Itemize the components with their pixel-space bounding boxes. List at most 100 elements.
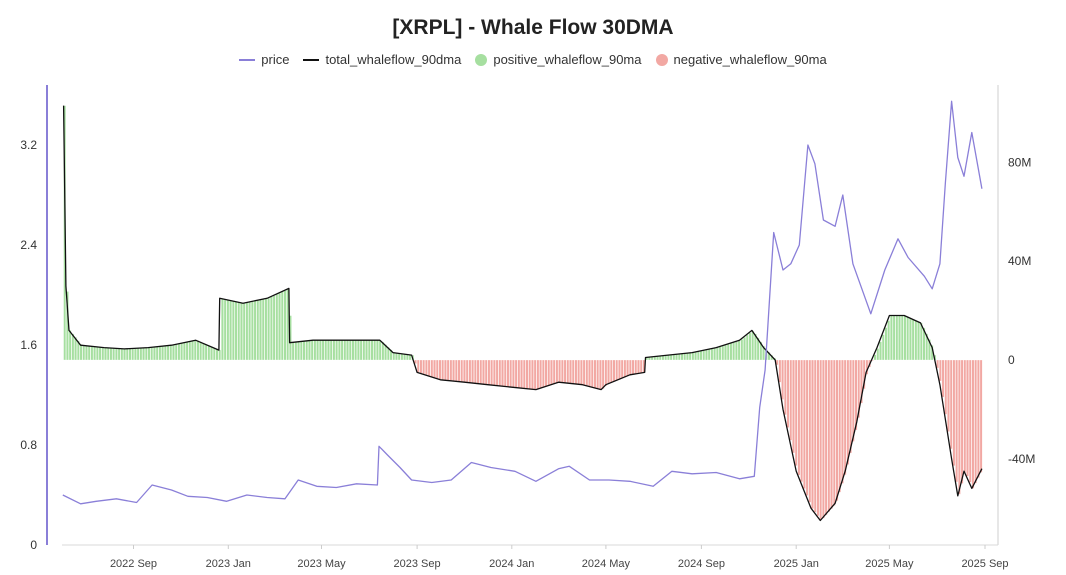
ticks-layer: 0 0.8 1.6 2.4 3.2 -40M 0 40M 80M 2022 Sep 2023 Jan…: [20, 138, 1035, 570]
positive-whaleflow-bar: [887, 320, 890, 361]
x-tick-label: 2023 Sep: [394, 558, 441, 570]
negative-whaleflow-bar: [857, 359, 861, 418]
positive-whaleflow-bar: [754, 333, 757, 361]
positive-whaleflow-bar: [745, 334, 749, 361]
negative-whaleflow-bar: [457, 359, 461, 382]
negative-whaleflow-bar: [960, 359, 964, 484]
positive-whaleflow-bar: [718, 346, 722, 361]
positive-whaleflow-bar: [713, 348, 716, 361]
positive-whaleflow-bar: [125, 348, 129, 361]
x-tick-label: 2025 Sep: [961, 558, 1008, 570]
negative-whaleflow-bar: [838, 359, 842, 493]
negative-whaleflow-bar: [623, 359, 627, 378]
positive-whaleflow-bar: [321, 340, 325, 361]
negative-whaleflow-bar: [531, 359, 534, 390]
y-right-tick-label: 40M: [1008, 254, 1031, 268]
negative-whaleflow-bar: [639, 359, 643, 374]
positive-whaleflow-bar: [131, 348, 135, 361]
negative-whaleflow-bar: [596, 359, 600, 389]
positive-whaleflow-bar: [172, 344, 175, 361]
negative-whaleflow-bar: [558, 359, 561, 383]
positive-whaleflow-bar: [226, 299, 230, 361]
negative-whaleflow-bar: [626, 359, 629, 377]
positive-whaleflow-bar: [928, 339, 931, 361]
positive-whaleflow-bar: [177, 343, 181, 361]
bars-layer: [63, 105, 983, 520]
negative-whaleflow-bar: [977, 359, 980, 478]
positive-whaleflow-bar: [705, 349, 708, 361]
positive-whaleflow-bar: [917, 321, 920, 361]
positive-whaleflow-bar: [153, 346, 156, 361]
positive-whaleflow-bar: [919, 322, 923, 361]
positive-whaleflow-bar: [346, 340, 349, 361]
legend-label-negative-whaleflow: negative_whaleflow_90ma: [673, 52, 827, 67]
positive-whaleflow-bar: [759, 341, 763, 361]
positive-whaleflow-bar: [240, 302, 243, 361]
negative-whaleflow-bar: [542, 359, 545, 388]
legend-swatch-total-whaleflow: [303, 58, 320, 61]
negative-whaleflow-bar: [566, 359, 570, 384]
negative-whaleflow-bar: [835, 359, 839, 501]
y-right-tick-label: 0: [1008, 353, 1015, 367]
positive-whaleflow-bar: [707, 349, 711, 361]
negative-whaleflow-bar: [968, 359, 972, 483]
positive-whaleflow-bar: [370, 340, 374, 361]
legend-item-total-whaleflow[interactable]: total_whaleflow_90dma: [303, 52, 461, 67]
negative-whaleflow-bar: [471, 359, 474, 384]
legend-item-price[interactable]: price: [239, 52, 289, 67]
positive-whaleflow-bar: [740, 339, 744, 361]
y-left-tick-label: 3.2: [20, 138, 37, 152]
positive-whaleflow-bar: [365, 340, 368, 361]
positive-whaleflow-bar: [264, 298, 268, 361]
y-right-tick-label: 80M: [1008, 155, 1031, 169]
negative-whaleflow-bar: [816, 359, 820, 517]
negative-whaleflow-bar: [612, 359, 616, 382]
positive-whaleflow-bar: [914, 320, 918, 361]
positive-whaleflow-bar: [373, 340, 377, 361]
negative-whaleflow-bar: [416, 359, 420, 373]
positive-whaleflow-bar: [196, 340, 200, 361]
y-left-tick-label: 1.6: [20, 338, 37, 352]
negative-whaleflow-bar: [811, 359, 814, 509]
negative-whaleflow-bar: [444, 359, 447, 381]
negative-whaleflow-bar: [792, 359, 795, 454]
legend-item-positive-whaleflow[interactable]: positive_whaleflow_90ma: [475, 52, 642, 67]
positive-whaleflow-bar: [150, 347, 154, 361]
negative-whaleflow-bar: [620, 359, 624, 379]
positive-whaleflow-bar: [697, 351, 700, 361]
positive-whaleflow-bar: [147, 347, 151, 361]
positive-whaleflow-bar: [161, 346, 164, 361]
positive-whaleflow-bar: [183, 342, 186, 361]
positive-whaleflow-bar: [716, 347, 719, 361]
negative-whaleflow-bar: [454, 359, 458, 382]
negative-whaleflow-bar: [419, 359, 423, 374]
positive-whaleflow-bar: [308, 340, 311, 361]
positive-whaleflow-bar: [169, 345, 173, 361]
negative-whaleflow-bar: [514, 359, 518, 388]
negative-whaleflow-bar: [851, 359, 855, 442]
positive-whaleflow-bar: [890, 315, 893, 361]
negative-whaleflow-bar: [843, 359, 847, 476]
negative-whaleflow-bar: [585, 359, 589, 386]
positive-whaleflow-bar: [237, 301, 241, 361]
legend-item-negative-whaleflow[interactable]: negative_whaleflow_90ma: [655, 52, 827, 67]
positive-whaleflow-bar: [87, 345, 91, 361]
positive-whaleflow-bar: [294, 342, 298, 361]
negative-whaleflow-bar: [547, 359, 551, 386]
x-tick-label: 2024 Jan: [489, 558, 534, 570]
chart-legend: price total_whaleflow_90dma positive_wha…: [0, 52, 1066, 67]
negative-whaleflow-bar: [449, 359, 453, 381]
legend-label-price: price: [261, 52, 290, 67]
positive-whaleflow-bar: [223, 299, 227, 361]
negative-whaleflow-bar: [509, 359, 512, 388]
positive-whaleflow-bar: [367, 340, 371, 361]
positive-whaleflow-bar: [900, 315, 904, 361]
negative-whaleflow-bar: [936, 359, 939, 369]
negative-whaleflow-bar: [569, 359, 572, 384]
negative-whaleflow-bar: [525, 359, 529, 389]
positive-whaleflow-bar: [694, 351, 697, 361]
positive-whaleflow-bar: [386, 346, 390, 361]
positive-whaleflow-bar: [85, 345, 88, 361]
negative-whaleflow-bar: [574, 359, 578, 385]
positive-whaleflow-bar: [261, 299, 265, 361]
